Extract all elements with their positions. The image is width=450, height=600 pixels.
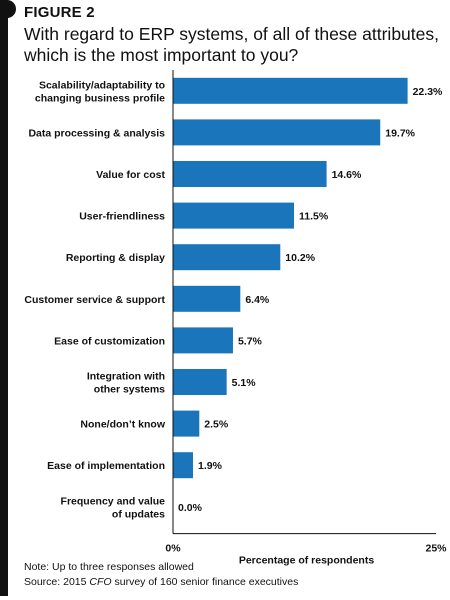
value-label: 19.7% [385, 127, 415, 139]
value-label: 1.9% [198, 460, 223, 472]
value-label: 5.7% [238, 335, 263, 347]
bar [173, 161, 327, 187]
bar [173, 77, 408, 104]
value-labels-layer: 22.3% 19.7% 14.6% 11.5% 10.2% 6.4% 5.7% 5.1% 2.5… [178, 86, 443, 514]
category-label: Scalability/adaptability to changing busi… [35, 79, 165, 104]
bar [173, 410, 200, 437]
left-accent-rule [0, 4, 8, 596]
value-label: 0.0% [178, 502, 203, 514]
category-label: Frequency and value of updates [61, 495, 166, 520]
bar [173, 244, 281, 271]
category-label: None/don’t know [80, 419, 165, 431]
chart-title: With regard to ERP systems, of all of th… [24, 24, 439, 65]
footnote: Note: Up to three responses allowed [24, 561, 194, 573]
value-label: 2.5% [204, 419, 229, 431]
value-label: 10.2% [285, 252, 315, 264]
value-label: 11.5% [299, 211, 329, 223]
left-accent-cap [0, 0, 16, 18]
category-label: Ease of customization [54, 335, 165, 347]
value-label: 5.1% [232, 377, 257, 389]
source-publication: CFO [89, 576, 112, 588]
x-tick-label-max: 25% [425, 543, 447, 555]
category-label: Reporting & display [66, 252, 165, 264]
source-line: Source: 2015 CFO survey of 160 senior fi… [24, 576, 298, 588]
category-label: Customer service & support [24, 294, 165, 306]
bar [173, 327, 233, 354]
value-label: 6.4% [245, 294, 270, 306]
category-label: Ease of implementation [47, 460, 165, 472]
bar [173, 119, 381, 146]
category-label: Integration with other systems [87, 371, 165, 396]
category-label: Value for cost [96, 169, 165, 181]
category-label: User-friendliness [79, 211, 165, 223]
source-prefix: Source: 2015 [24, 576, 90, 588]
value-label: 14.6% [332, 169, 362, 181]
category-label: Data processing & analysis [28, 127, 165, 139]
bar [173, 452, 193, 479]
bar [173, 202, 294, 229]
source-suffix: survey of 160 senior finance executives [111, 576, 299, 588]
x-tick-label-min: 0% [165, 543, 181, 555]
bars-layer [173, 77, 408, 479]
x-axis-title: Percentage of respondents [239, 555, 375, 567]
bar [173, 285, 241, 312]
bar [173, 369, 227, 395]
value-label: 22.3% [413, 86, 443, 98]
category-labels-layer: Scalability/adaptability to changing busi… [24, 79, 165, 520]
figure-label: FIGURE 2 [24, 4, 95, 21]
